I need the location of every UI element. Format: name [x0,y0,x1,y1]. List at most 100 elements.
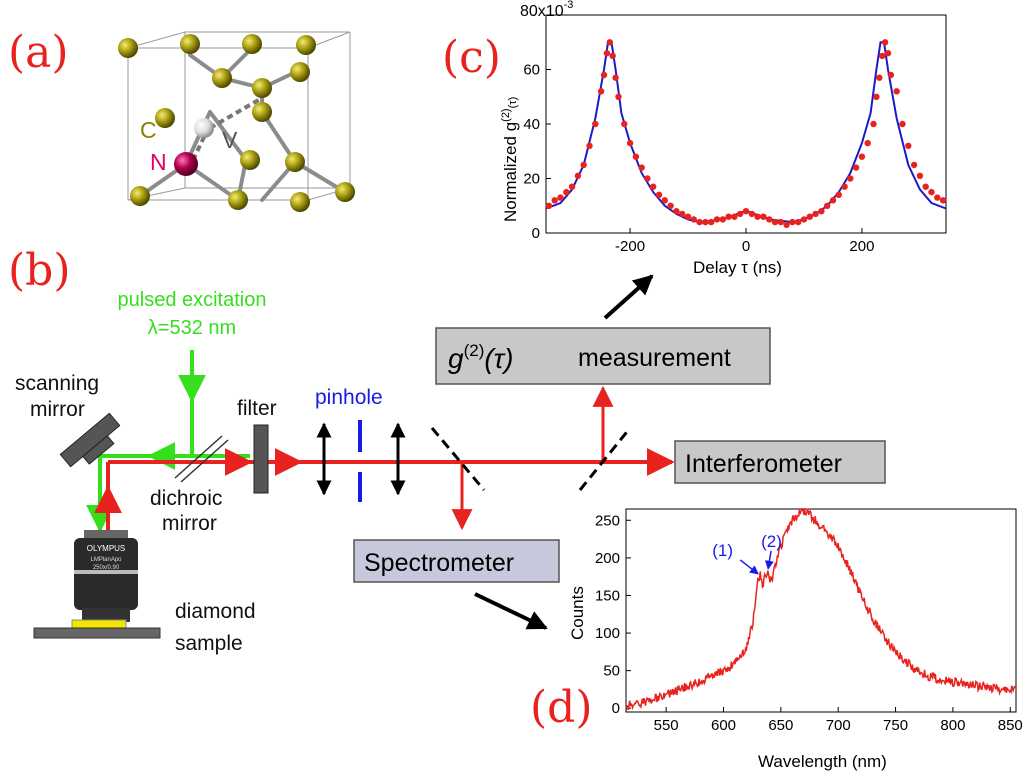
sample-stage [33,627,161,639]
g2-data-point [829,197,837,204]
g2-data-point [661,197,668,204]
g2-data-point [795,218,802,226]
g2-symbol: g(2)(τ) [448,341,513,374]
scanning-mirror [59,412,121,468]
g2-data-point [806,213,813,220]
interferometer-label: Interferometer [685,450,842,478]
g2-box-label: measurement [578,344,731,372]
optical-setup: pulsed excitation λ=532 nm scanning mirr… [15,274,886,655]
g2-data-point [568,183,576,190]
x-tick-label: -200 [615,238,645,255]
g2-data-point [771,218,779,226]
g2-data-point [884,50,892,57]
g2-data-point [574,172,582,179]
objective-spec: 250x/0.90 [93,565,120,571]
g2-data-point [563,188,570,196]
scanning-mirror-label-line1: scanning [15,372,99,395]
y-tick-label: 40 [523,116,540,133]
g2-data-point [760,213,767,220]
g2-data-point [893,88,900,95]
panel-label-a: (a) [8,27,69,78]
g2-ylabel: Normalized g(2)(τ) [500,97,520,222]
g2-data-point [609,52,616,60]
g2-data-point [632,153,640,160]
excitation-label-line1: pulsed excitation [118,289,267,311]
zpl-arrow-2 [764,550,774,570]
g2-data-point [586,142,593,149]
g2-data-point [545,202,553,209]
g2-data-point [551,197,558,204]
g2-data-point [626,139,634,147]
g2-data-point [858,153,866,160]
pinhole-label: pinhole [315,386,383,409]
zpl-arrow-1 [739,559,759,575]
g2-data-point [667,202,674,209]
y-tick-label: 0 [532,225,540,242]
arrow-to-spectrum-plot [474,592,548,630]
g2-data-point [742,208,750,215]
g2-data-point [800,216,808,223]
g2-data-point [696,218,703,226]
g2-data-point [899,120,906,128]
x-tick-label: 700 [826,717,851,734]
g2-fit-line [545,41,947,224]
g2-data-point [731,213,738,220]
x-tick-label: 850 [998,717,1023,734]
g2-data-point [603,50,611,57]
g2-data-point [916,172,924,179]
g2-data-point [766,216,773,223]
spectrum-xlabel: Wavelength (nm) [758,752,887,771]
g2-data-point [708,218,715,226]
filter-label: filter [237,397,277,420]
excitation-label-line2: λ=532 nm [148,317,236,339]
g2-data-point [881,39,889,46]
g2-data-point [789,218,796,226]
g2-data-point [852,164,860,171]
g2-data-point [713,216,721,223]
beamsplitter-2 [578,427,632,491]
g2-data-point [725,213,732,220]
g2-data-point [737,210,744,218]
x-tick-label: 200 [849,238,874,255]
nitrogen-vacancy-bond-dashed [191,134,207,161]
y-tick-label: 150 [595,587,620,604]
dichroic-mirror-edge-2 [180,439,229,483]
g2-correlation-plot: -200 0 200 0 20 40 60 80x10-3 Delay τ (ns) No… [500,0,947,277]
g2-data-point [748,210,755,218]
filter-element [253,424,269,494]
pl-spectrum-plot: 550 600 650 700 750 800 850 0 50 100 150 200 250 (1… [568,507,1023,771]
g2-data-point [655,191,663,198]
y-tick-label: 250 [595,512,620,529]
spectrometer-box [353,539,560,583]
g2-data-point [690,216,697,223]
g2-plot-frame [545,14,947,234]
g2-data-point [557,194,564,201]
x-tick-label: 550 [654,717,679,734]
objective-lens: OLYMPUS LMPlanApo 250x/0.90 [74,530,138,628]
dichroic-label-line2: mirror [162,512,217,535]
g2-data-point [702,218,709,226]
g2-data-point [615,93,622,101]
spectrum-ylabel: Counts [568,586,587,640]
g2-measurement-box [435,327,771,385]
zpl-annotation-2: (2) [761,532,782,551]
nitrogen-atom [174,152,198,176]
g2-data-point [597,88,605,95]
spectrum-plot-frame [625,508,1017,713]
x-tick-label: 600 [711,717,736,734]
y-tick-label: 60 [523,62,540,79]
g2-data-point [638,164,645,171]
g2-data-point [679,210,686,218]
g2-data-point [887,71,895,79]
g2-data-point [910,161,918,169]
dichroic-mirror-edge-1 [174,435,223,479]
panel-label-c: (c) [442,32,501,83]
g2-data-point [876,74,883,81]
vacancy-marker [194,118,214,138]
g2-data-point [812,210,819,218]
objective-model: LMPlanApo [90,557,122,563]
objective-brand: OLYMPUS [87,544,126,553]
g2-data-point [684,213,692,220]
